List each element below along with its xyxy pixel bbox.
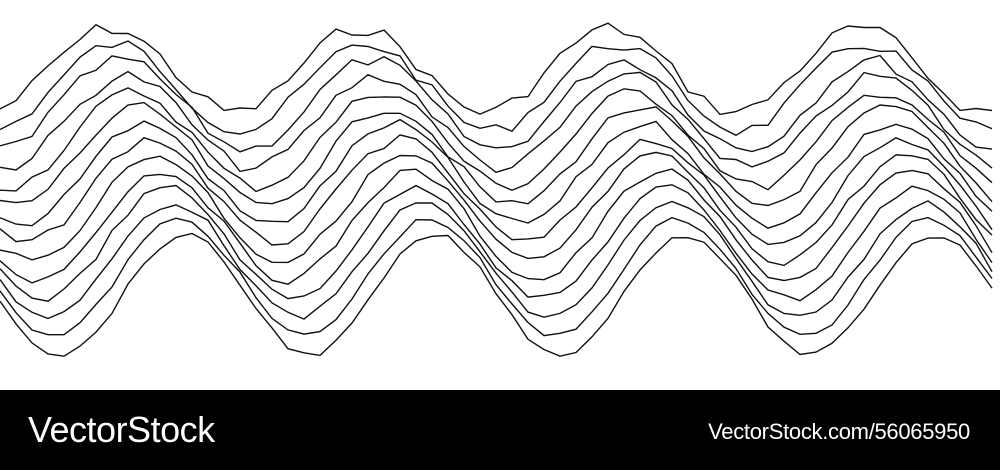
wave-line [0,87,993,193]
wave-line [0,232,993,357]
wave-line [0,22,993,116]
wave-line [0,184,993,302]
wave-line [0,134,993,246]
brand-logo-text: VectorStock [28,409,215,450]
wave-line [0,101,993,207]
stacked-wave-lines-icon [0,22,993,357]
wave-line [0,70,993,174]
wave-line [0,40,993,137]
wave-line [0,168,993,285]
wave-line [0,216,993,337]
wave-line [0,151,993,267]
wave-lines-artwork [0,22,993,357]
wave-line [0,200,993,320]
watermark-footer: VectorStock VectorStock.com/56065950 [0,390,1000,470]
wave-line [0,54,993,153]
image-id-text: VectorStock.com/56065950 [708,419,970,444]
wave-line [0,118,993,229]
